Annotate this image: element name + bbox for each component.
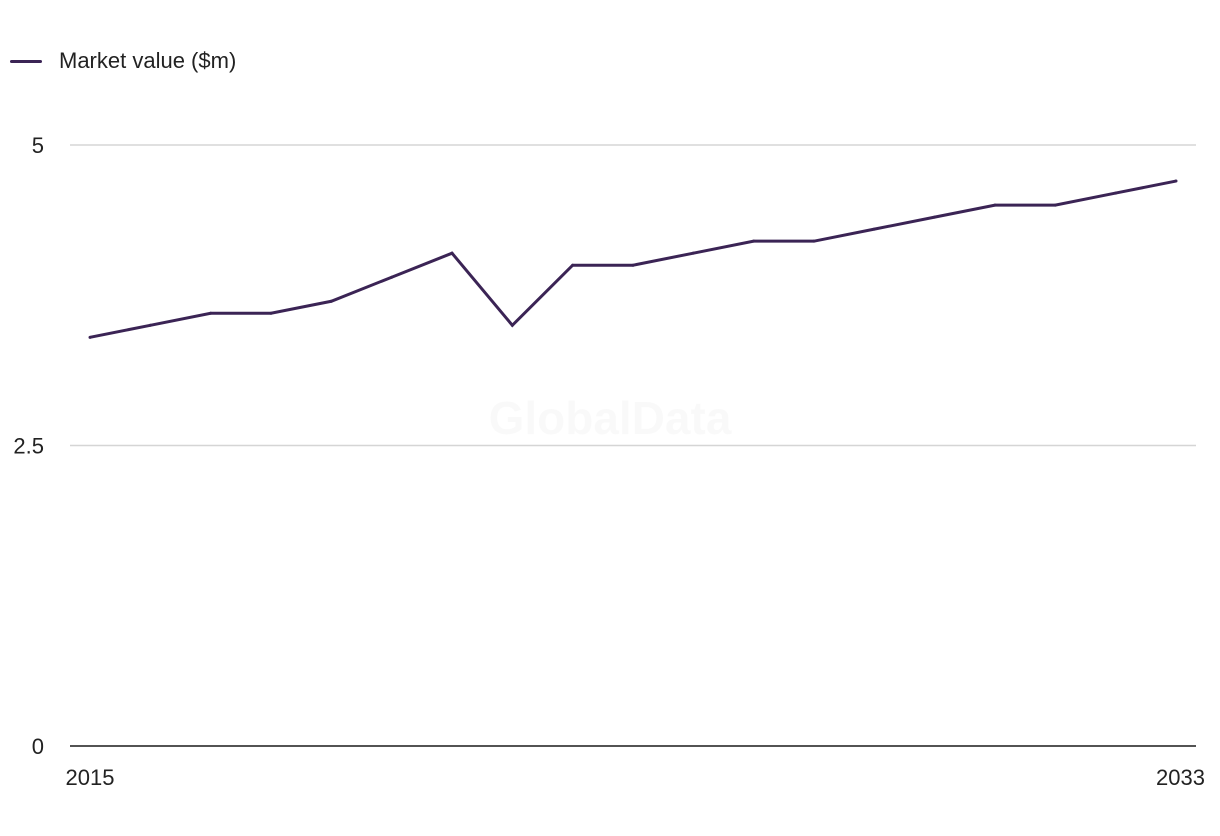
data-point [812, 239, 816, 243]
legend-label: Market value ($m) [59, 48, 237, 73]
y-tick-labels: 02.55 [13, 133, 44, 759]
data-point [148, 323, 152, 327]
data-point [631, 263, 635, 267]
data-point [993, 203, 997, 207]
data-point [691, 251, 695, 255]
legend-swatch [10, 59, 42, 63]
data-point [209, 311, 213, 315]
data-point [752, 239, 756, 243]
x-tick-labels: 2015 2033 [66, 765, 1205, 790]
data-point [933, 215, 937, 219]
data-point [1174, 179, 1178, 183]
data-point [510, 323, 514, 327]
y-tick-label: 5 [32, 133, 44, 158]
y-tick-label: 0 [32, 734, 44, 759]
data-point [450, 251, 454, 255]
x-tick-label: 2033 [1156, 765, 1205, 790]
data-point [269, 311, 273, 315]
y-tick-label: 2.5 [13, 434, 44, 459]
series-group [88, 179, 1178, 339]
data-point [571, 263, 575, 267]
data-point [872, 227, 876, 231]
series-line [89, 179, 1177, 339]
data-point [88, 335, 92, 339]
data-point [1053, 203, 1057, 207]
data-point [390, 275, 394, 279]
data-point [1114, 191, 1118, 195]
x-tick-label: 2015 [66, 765, 115, 790]
legend: Market value ($m) [10, 46, 236, 76]
watermark-text: GlobalData [489, 392, 732, 444]
y-gridlines [70, 144, 1196, 447]
data-point [329, 299, 333, 303]
